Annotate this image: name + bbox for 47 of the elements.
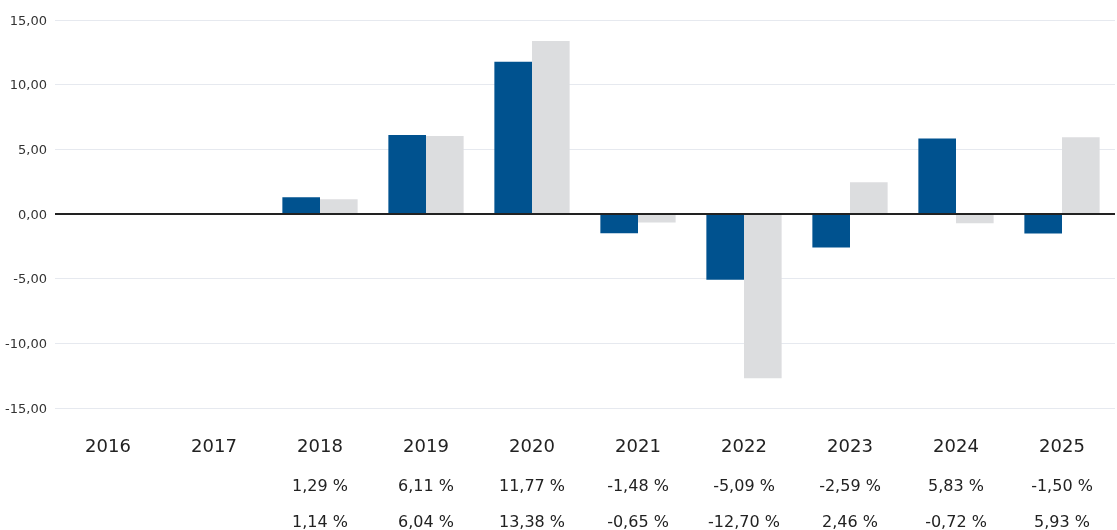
x-tick-label: 2020: [509, 434, 555, 456]
y-tick-label: -15,00: [5, 400, 47, 416]
bar: [494, 61, 532, 214]
x-tick-label: 2025: [1039, 434, 1085, 456]
x-tick-label: 2023: [827, 434, 873, 456]
data-label: 2,46 %: [822, 511, 878, 530]
x-tick-label: 2024: [933, 434, 979, 456]
data-label: -2,59 %: [819, 475, 881, 495]
bar: [388, 134, 426, 214]
x-tick-label: 2018: [297, 434, 343, 456]
y-tick-label: 5,00: [18, 141, 47, 157]
y-tick-label: 15,00: [9, 12, 47, 28]
data-label: 5,83 %: [928, 475, 984, 495]
data-label: -12,70 %: [708, 511, 780, 530]
bar: [744, 214, 782, 379]
x-tick-label: 2017: [191, 434, 237, 456]
bar: [320, 199, 358, 214]
bar: [918, 138, 956, 214]
data-label: 1,14 %: [292, 511, 348, 530]
data-label: 13,38 %: [498, 511, 566, 530]
data-label: 6,04 %: [398, 511, 454, 530]
bar: [600, 214, 638, 234]
data-label: -1,50 %: [1031, 475, 1093, 495]
bar: [850, 182, 888, 214]
data-label: -0,72 %: [925, 511, 987, 530]
x-tick-label: 2021: [615, 434, 661, 456]
data-label: -0,65 %: [607, 511, 669, 530]
data-label: 11,77 %: [498, 475, 566, 495]
y-tick-label: -5,00: [13, 271, 47, 287]
data-label: -5,09 %: [713, 475, 775, 495]
y-tick-label: 10,00: [9, 77, 47, 93]
x-tick-label: 2016: [85, 434, 131, 456]
bar: [1024, 214, 1062, 234]
bar: [426, 135, 464, 214]
data-label: 1,29 %: [292, 475, 348, 495]
x-tick-label: 2019: [403, 434, 449, 456]
y-tick-label: -10,00: [5, 335, 47, 351]
x-tick-label: 2022: [721, 434, 767, 456]
data-label: 5,93 %: [1034, 511, 1090, 530]
data-label: 6,11 %: [398, 475, 454, 495]
data-label: -1,48 %: [607, 475, 669, 495]
bar: [706, 214, 744, 280]
bar: [532, 40, 570, 214]
bar: [282, 197, 320, 214]
y-tick-label: 0,00: [18, 206, 47, 222]
bar: [1062, 137, 1100, 214]
bar: [812, 214, 850, 248]
